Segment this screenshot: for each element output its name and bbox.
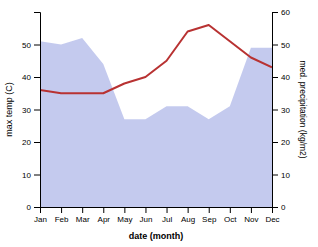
tick: 50 <box>272 41 290 50</box>
chart: JanFebMarAprMayJunJulAugSepOctNovDec0102… <box>0 0 318 247</box>
temperature-line <box>40 25 272 93</box>
tick-mark <box>209 207 210 213</box>
tick: 50 <box>22 41 40 50</box>
tick-mark <box>251 207 252 213</box>
axis-line <box>34 13 41 208</box>
tick-mark <box>272 207 278 208</box>
tick: Oct <box>224 207 237 224</box>
tick-label: 10 <box>22 171 31 180</box>
tick-label: Sep <box>202 215 217 224</box>
tick: Feb <box>55 207 69 224</box>
tick: 20 <box>22 138 40 147</box>
tick: Sep <box>202 207 217 224</box>
tick: 40 <box>22 73 40 82</box>
tick-mark <box>82 207 83 213</box>
tick: 30 <box>22 106 40 115</box>
tick-label: Jan <box>34 215 47 224</box>
tick-mark <box>34 142 40 143</box>
tick-label: 20 <box>281 138 290 147</box>
tick-mark <box>272 77 278 78</box>
tick: 0 <box>272 203 286 212</box>
tick-label: 50 <box>281 41 290 50</box>
tick-mark <box>34 45 40 46</box>
precipitation-area <box>40 38 272 207</box>
tick-label: Apr <box>98 215 111 224</box>
tick: Jul <box>162 207 172 224</box>
tick-label: Jul <box>162 215 172 224</box>
tick-mark <box>272 142 278 143</box>
tick-label: 60 <box>281 8 290 17</box>
tick: 10 <box>272 171 290 180</box>
x-axis-title: date (month) <box>129 231 184 241</box>
tick-label: 50 <box>22 41 31 50</box>
tick-mark <box>145 207 146 213</box>
tick-mark <box>34 175 40 176</box>
x-axis: Jan Feb Mar Apr May Jun Jul Aug Sep Oct Nov Dec <box>34 207 280 224</box>
tick: Jan <box>34 207 47 224</box>
tick-label: Aug <box>181 215 195 224</box>
tick-label: Jun <box>140 215 153 224</box>
tick-mark <box>34 110 40 111</box>
tick-mark <box>124 207 125 213</box>
tick: May <box>117 207 132 224</box>
tick: 0 <box>27 203 40 212</box>
tick: Mar <box>76 207 90 224</box>
tick-mark <box>272 12 278 13</box>
tick-mark <box>272 45 278 46</box>
tick-label: Nov <box>244 215 258 224</box>
tick-label: May <box>117 215 132 224</box>
tick-label: Mar <box>76 215 90 224</box>
tick-label: 40 <box>281 73 290 82</box>
tick-label: 20 <box>22 138 31 147</box>
tick-label: 30 <box>22 106 31 115</box>
tick-label: 0 <box>281 203 286 212</box>
tick-mark <box>188 207 189 213</box>
tick: Dec <box>265 207 279 224</box>
tick: Aug <box>181 207 195 224</box>
tick: 60 <box>272 8 290 17</box>
marks <box>40 25 272 207</box>
tick-label: 0 <box>27 203 32 212</box>
tick: Jun <box>140 207 153 224</box>
tick: Nov <box>244 207 258 224</box>
y-axis-title: max temp (C) <box>4 82 14 137</box>
tick-label: Feb <box>55 215 69 224</box>
tick: 10 <box>22 171 40 180</box>
tick-label: 10 <box>281 171 290 180</box>
tick-label: Dec <box>265 215 279 224</box>
tick-mark <box>34 207 40 208</box>
plot: JanFebMarAprMayJunJulAugSepOctNovDec0102… <box>4 8 308 241</box>
tick: 40 <box>272 73 290 82</box>
tick-mark <box>230 207 231 213</box>
tick: Apr <box>98 207 111 224</box>
tick: 30 <box>272 106 290 115</box>
axis-line <box>273 13 279 208</box>
y2-axis-title: med. precipitation (kg/m2) <box>298 60 308 158</box>
tick-mark <box>272 110 278 111</box>
y-axis: 0 10 20 30 40 50 <box>22 13 40 213</box>
y2-axis: 0 10 20 30 40 50 60 <box>272 8 290 212</box>
tick-label: Oct <box>224 215 237 224</box>
tick-label: 40 <box>22 73 31 82</box>
tick-mark <box>61 207 62 213</box>
tick-mark <box>34 77 40 78</box>
axis-line <box>41 208 273 214</box>
tick-label: 30 <box>281 106 290 115</box>
tick: 20 <box>272 138 290 147</box>
tick-mark <box>103 207 104 213</box>
tick-mark <box>167 207 168 213</box>
tick-mark <box>272 175 278 176</box>
